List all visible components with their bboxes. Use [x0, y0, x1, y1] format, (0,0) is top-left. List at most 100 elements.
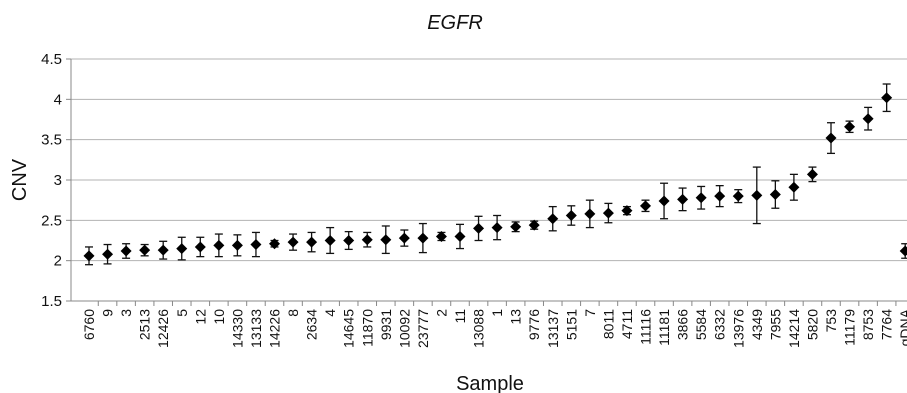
data-point: [361, 231, 373, 248]
data-point: [102, 243, 114, 265]
x-tick-label: 8011: [600, 309, 616, 339]
diamond-marker: [862, 113, 874, 125]
x-tick-label: 4349: [749, 309, 765, 340]
diamond-marker: [139, 244, 151, 256]
data-point: [565, 205, 577, 226]
x-tick-label: 10092: [396, 309, 412, 348]
x-tick-label: 2: [433, 309, 449, 317]
x-tick-label: 5820: [804, 309, 820, 340]
diamond-marker: [176, 243, 188, 255]
diamond-marker: [454, 230, 466, 242]
diamond-marker: [658, 195, 670, 207]
x-tick-label: 23777: [415, 309, 431, 348]
data-point: [862, 106, 874, 131]
diamond-marker: [640, 200, 651, 212]
data-point: [714, 184, 726, 208]
y-tick-label: 2: [54, 253, 62, 270]
data-point: [584, 199, 596, 229]
diamond-marker: [602, 207, 614, 219]
data-point: [881, 83, 893, 113]
x-axis-label: Sample: [456, 373, 524, 393]
data-point: [83, 246, 95, 266]
y-tick-label: 3.5: [41, 132, 62, 149]
x-tick-label: 14330: [229, 309, 245, 348]
diamond-marker: [231, 239, 243, 251]
y-tick-label: 4: [54, 91, 62, 108]
diamond-marker: [695, 192, 707, 204]
data-point: [435, 230, 447, 242]
y-tick-label: 3: [54, 172, 62, 189]
diamond-marker: [473, 222, 485, 234]
x-tick-label: 13088: [471, 309, 487, 348]
data-point: [454, 223, 466, 250]
diamond-marker: [194, 241, 206, 253]
diamond-marker: [825, 132, 837, 144]
data-point: [510, 221, 522, 233]
x-tick-label: 5: [174, 309, 190, 317]
y-tick-label: 4.5: [41, 51, 62, 68]
diamond-marker: [417, 232, 429, 244]
data-point: [640, 199, 651, 213]
x-tick-label: 8753: [860, 309, 876, 340]
x-tick-label: 4711: [619, 309, 635, 339]
data-point: [732, 189, 744, 204]
data-point: [695, 185, 707, 210]
data-point: [769, 180, 781, 209]
diamond-marker: [380, 234, 392, 246]
x-tick-label: 14645: [341, 309, 357, 348]
diamond-marker: [102, 248, 114, 260]
y-axis-label: CNV: [9, 158, 31, 201]
data-point: [176, 236, 188, 261]
diamond-marker: [881, 92, 893, 104]
diamond-marker: [361, 234, 373, 246]
data-point: [213, 233, 225, 258]
data-point: [398, 229, 410, 247]
data-point: [287, 233, 299, 251]
diamond-marker: [306, 236, 318, 248]
data-point: [602, 202, 614, 224]
x-tick-label: 3866: [675, 309, 691, 340]
x-tick-label: 9931: [378, 309, 394, 340]
diamond-marker: [677, 193, 689, 205]
diamond-marker: [565, 209, 577, 221]
diamond-marker: [714, 190, 726, 202]
x-tick-label: 8: [285, 309, 301, 317]
diamond-marker: [806, 168, 818, 180]
diamond-marker: [269, 238, 280, 250]
data-point: [473, 215, 485, 242]
data-point: [825, 122, 837, 155]
diamond-marker: [584, 208, 596, 220]
diamond-marker: [844, 121, 856, 133]
diamond-marker: [510, 221, 522, 233]
diamond-marker: [621, 205, 633, 217]
diamond-marker: [769, 189, 781, 201]
x-tick-label: 9: [100, 309, 116, 317]
diamond-marker: [324, 235, 336, 246]
x-tick-label: 2634: [304, 309, 320, 340]
x-tick-label: 753: [823, 309, 839, 333]
x-tick-label: 13976: [730, 309, 746, 348]
y-tick-label: 1.5: [41, 293, 62, 310]
data-point: [231, 234, 243, 257]
y-tick-labels: 1.5 2 2.5 3 3.5 4 4.5: [41, 51, 62, 310]
diamond-marker: [491, 222, 503, 234]
data-point: [751, 166, 763, 225]
x-tick-labels: 6760 9 3 2513 12426 5 12 10 14330 13133 14226 8 2634…: [81, 308, 907, 348]
x-tick-label: 7764: [879, 309, 895, 340]
y-tick-label: 2.5: [41, 212, 62, 229]
x-tick-label: 10: [211, 309, 227, 325]
x-tick-label: 2513: [137, 309, 153, 340]
diamond-marker: [547, 213, 559, 225]
data-point: [658, 182, 670, 220]
diamond-marker: [250, 239, 262, 251]
data-point: [547, 205, 559, 232]
data-point: [899, 243, 907, 259]
chart-title: EGFR: [427, 12, 483, 34]
data-point: [194, 236, 206, 258]
x-tick-label: 13137: [545, 309, 561, 348]
data-point: [269, 238, 280, 250]
x-tick-label: 6332: [712, 309, 728, 340]
diamond-marker: [157, 244, 169, 256]
x-tick-label: 11179: [842, 309, 858, 346]
